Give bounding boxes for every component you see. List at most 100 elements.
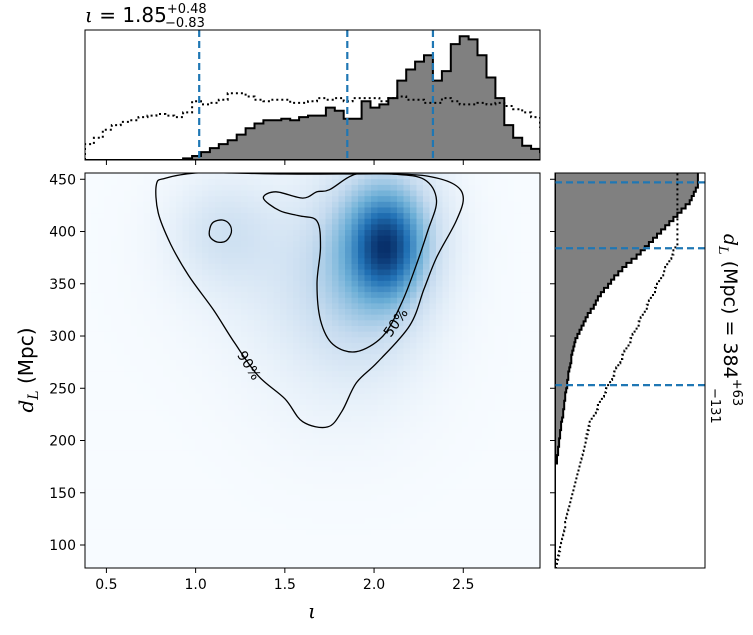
heatmap-cell — [377, 235, 385, 242]
heatmap-cell — [351, 240, 359, 247]
heatmap-cell — [338, 528, 346, 535]
heatmap-cell — [475, 460, 483, 468]
heatmap-cell — [273, 500, 281, 507]
heatmap-cell — [429, 370, 437, 377]
heatmap-cell — [455, 308, 463, 315]
heatmap-cell — [462, 274, 470, 281]
heatmap-cell — [111, 443, 119, 451]
heatmap-cell — [130, 421, 138, 428]
heatmap-cell — [189, 477, 197, 484]
heatmap-cell — [319, 460, 327, 468]
heatmap-cell — [494, 319, 502, 326]
heatmap-cell — [247, 302, 255, 310]
heatmap-cell — [234, 410, 242, 417]
heatmap-cell — [98, 347, 106, 355]
heatmap-cell — [221, 500, 229, 507]
heatmap-cell — [488, 432, 496, 439]
heatmap-cell — [267, 342, 275, 349]
heatmap-cell — [345, 370, 353, 377]
heatmap-cell — [455, 173, 463, 180]
heatmap-cell — [111, 364, 119, 372]
heatmap-cell — [338, 398, 346, 405]
heatmap-cell — [286, 483, 294, 490]
heatmap-cell — [137, 347, 145, 355]
heatmap-cell — [228, 387, 236, 394]
heatmap-cell — [228, 522, 236, 530]
heatmap-cell — [137, 426, 145, 434]
heatmap-cell — [423, 314, 431, 321]
heatmap-cell — [189, 223, 197, 231]
heatmap-cell — [442, 297, 450, 304]
heatmap-cell — [260, 398, 268, 405]
heatmap-cell — [325, 325, 333, 332]
heatmap-cell — [319, 257, 327, 264]
heatmap-cell — [215, 257, 223, 264]
heatmap-cell — [410, 325, 418, 332]
heatmap-cell — [221, 556, 229, 563]
heatmap-cell — [423, 551, 431, 558]
heatmap-cell — [176, 449, 184, 456]
heatmap-cell — [202, 325, 210, 332]
heatmap-cell — [455, 505, 463, 513]
heatmap-cell — [189, 387, 197, 394]
heatmap-cell — [156, 268, 164, 276]
heatmap-cell — [221, 246, 229, 253]
heatmap-cell — [85, 308, 93, 315]
heatmap-cell — [117, 364, 125, 372]
heatmap-cell — [481, 336, 489, 343]
heatmap-cell — [254, 325, 262, 332]
heatmap-cell — [254, 556, 262, 563]
heatmap-cell — [169, 517, 177, 524]
heatmap-cell — [254, 455, 262, 462]
heatmap-cell — [254, 443, 262, 451]
heatmap-cell — [312, 545, 320, 552]
heatmap-cell — [234, 252, 242, 259]
heatmap-cell — [247, 342, 255, 349]
heatmap-cell — [117, 517, 125, 524]
heatmap-cell — [182, 336, 190, 343]
heatmap-cell — [234, 201, 242, 208]
heatmap-cell — [260, 505, 268, 513]
heatmap-cell — [481, 252, 489, 259]
heatmap-cell — [195, 545, 203, 552]
heatmap-cell — [260, 347, 268, 355]
heatmap-cell — [98, 528, 106, 535]
heatmap-cell — [442, 195, 450, 202]
heatmap-cell — [150, 511, 158, 518]
heatmap-cell — [494, 178, 502, 185]
heatmap-cell — [143, 268, 151, 276]
heatmap-cell — [104, 178, 112, 185]
heatmap-cell — [462, 398, 470, 405]
heatmap-cell — [306, 556, 314, 563]
heatmap-cell — [156, 562, 164, 568]
heatmap-cell — [234, 449, 242, 456]
heatmap-cell — [306, 489, 314, 496]
heatmap-cell — [403, 201, 411, 208]
heatmap-cell — [325, 274, 333, 281]
heatmap-cell — [176, 206, 184, 214]
heatmap-cell — [228, 534, 236, 541]
heatmap-cell — [416, 229, 424, 236]
heatmap-cell — [228, 472, 236, 479]
heatmap-cell — [481, 511, 489, 518]
heatmap-cell — [215, 381, 223, 389]
heatmap-cell — [345, 438, 353, 445]
heatmap-cell — [332, 319, 340, 326]
heatmap-cell — [436, 218, 444, 225]
heatmap-cell — [169, 398, 177, 405]
heatmap-cell — [371, 235, 379, 242]
heatmap-cell — [208, 246, 216, 253]
heatmap-cell — [351, 364, 359, 372]
heatmap-cell — [267, 517, 275, 524]
heatmap-cell — [325, 302, 333, 310]
heatmap-cell — [527, 528, 535, 535]
heatmap-cell — [436, 206, 444, 214]
heatmap-cell — [429, 432, 437, 439]
heatmap-cell — [182, 218, 190, 225]
heatmap-cell — [85, 398, 93, 405]
heatmap-cell — [241, 466, 249, 473]
heatmap-cell — [228, 483, 236, 490]
heatmap-cell — [423, 404, 431, 411]
heatmap-cell — [104, 201, 112, 208]
heatmap-cell — [533, 426, 540, 434]
